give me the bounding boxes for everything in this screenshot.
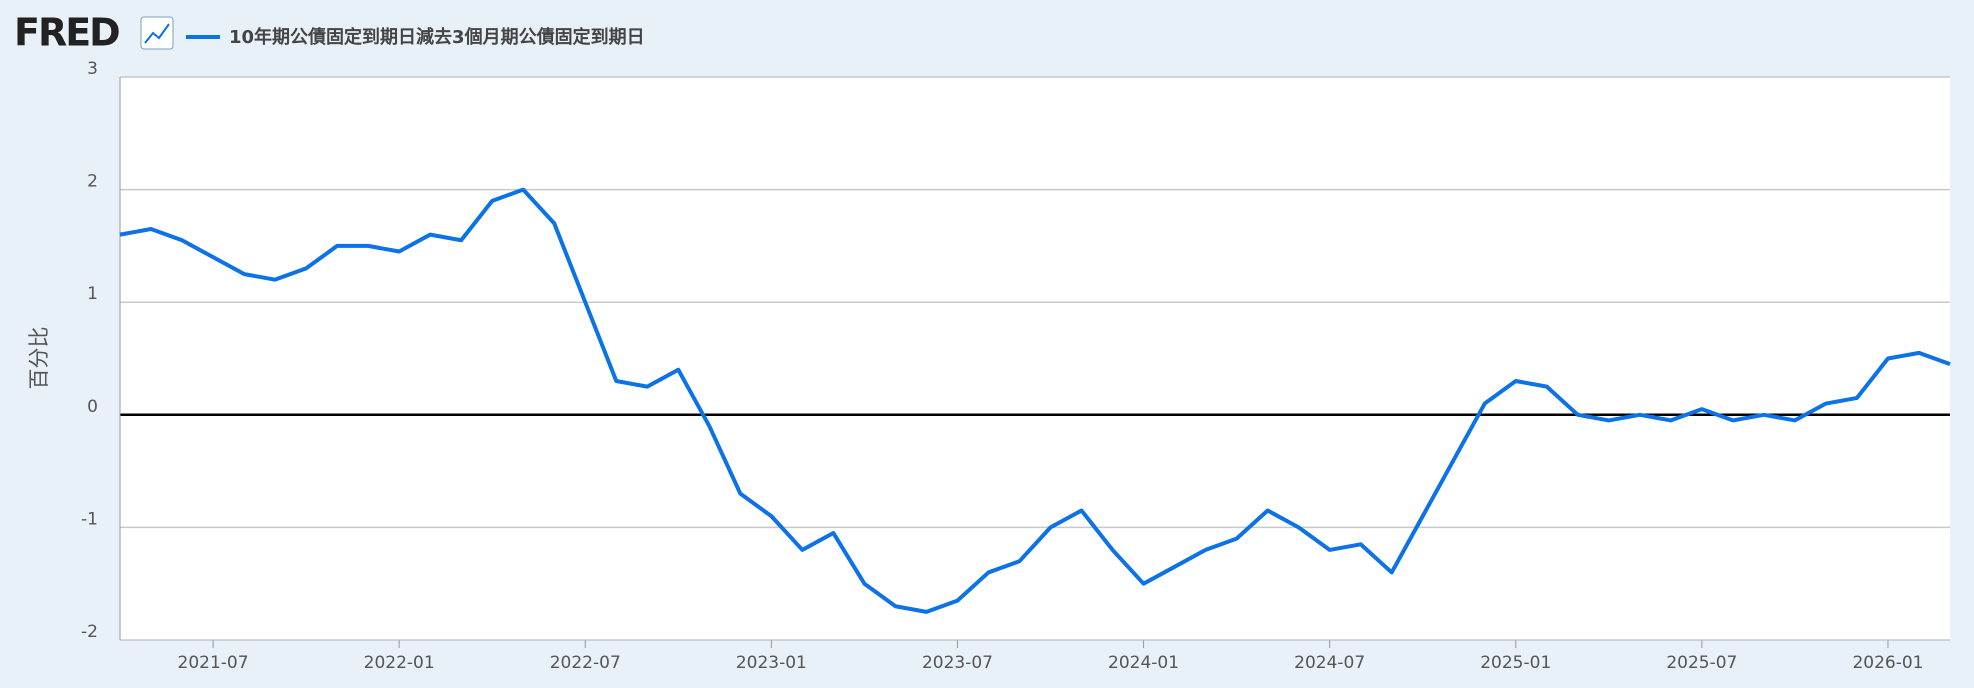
x-tick-label: 2024-07 <box>1294 653 1365 673</box>
x-tick-label: 2022-07 <box>550 653 621 673</box>
y-axis-label: 百分比 <box>27 327 51 390</box>
x-tick-label: 2024-01 <box>1108 653 1179 673</box>
y-tick-label: 3 <box>87 59 98 79</box>
x-tick-label: 2025-07 <box>1666 653 1737 673</box>
x-tick-label: 2021-07 <box>178 653 249 673</box>
plot-area <box>120 77 1950 640</box>
data-line <box>119 187 1951 614</box>
graph-icon[interactable] <box>140 16 174 50</box>
y-tick-label: -1 <box>81 509 98 529</box>
y-tick-label: 0 <box>87 397 98 417</box>
x-tick-label: 2022-01 <box>364 653 435 673</box>
x-tick-label: 2025-01 <box>1480 653 1551 673</box>
x-tick-label: 2023-01 <box>736 653 807 673</box>
logo[interactable]: FRED <box>14 11 121 55</box>
x-tick-label: 2026-01 <box>1852 653 1923 673</box>
legend-label: 10年期公債固定到期日減去3個月期公債固定到期日 <box>229 26 645 48</box>
y-tick-label: 1 <box>87 284 98 304</box>
x-tick-label: 2023-07 <box>922 653 993 673</box>
y-tick-label: 2 <box>87 172 98 192</box>
y-tick-label: -2 <box>81 622 98 642</box>
